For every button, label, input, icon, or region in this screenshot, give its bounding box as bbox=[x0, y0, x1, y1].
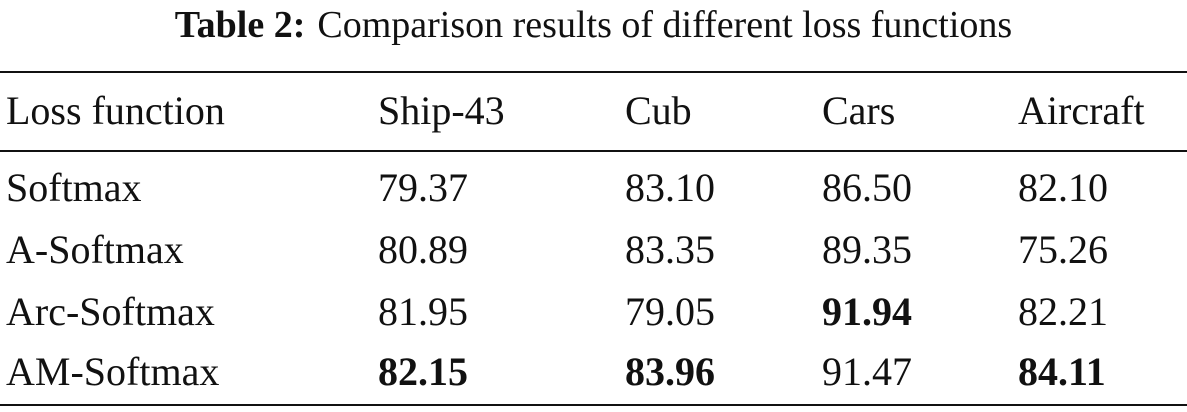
bottom-rule bbox=[0, 404, 1187, 406]
table-cell: 83.35 bbox=[625, 227, 715, 272]
table-cell: 79.37 bbox=[378, 165, 468, 210]
table-cell: 82.21 bbox=[1018, 289, 1108, 334]
row-label: Arc-Softmax bbox=[6, 289, 215, 334]
table-cell: 89.35 bbox=[822, 227, 912, 272]
table-cell: 81.95 bbox=[378, 289, 468, 334]
header-cell: Cars bbox=[822, 88, 896, 133]
header-cell: Loss function bbox=[6, 88, 225, 133]
header-cell: Aircraft bbox=[1018, 88, 1145, 133]
mid-rule bbox=[0, 150, 1187, 152]
table-cell: 86.50 bbox=[822, 165, 912, 210]
table-cell: 82.15 bbox=[378, 349, 468, 394]
table-cell: 79.05 bbox=[625, 289, 715, 334]
table-cell: 82.10 bbox=[1018, 165, 1108, 210]
table-cell: 84.11 bbox=[1018, 349, 1106, 394]
table-cell: 80.89 bbox=[378, 227, 468, 272]
caption-text: Comparison results of different loss fun… bbox=[317, 4, 1013, 46]
header-cell: Ship-43 bbox=[378, 88, 505, 133]
row-label: AM-Softmax bbox=[6, 349, 220, 394]
row-label: Softmax bbox=[6, 165, 142, 210]
table-cell: 91.94 bbox=[822, 289, 912, 334]
table-caption: Table 2: Comparison results of different … bbox=[0, 2, 1187, 48]
caption-label: Table 2: bbox=[174, 4, 306, 46]
table-cell: 83.10 bbox=[625, 165, 715, 210]
header-cell: Cub bbox=[625, 88, 692, 133]
table-cell: 83.96 bbox=[625, 349, 715, 394]
table-cell: 91.47 bbox=[822, 349, 912, 394]
row-label: A-Softmax bbox=[6, 227, 184, 272]
table-cell: 75.26 bbox=[1018, 227, 1108, 272]
top-rule bbox=[0, 71, 1187, 73]
